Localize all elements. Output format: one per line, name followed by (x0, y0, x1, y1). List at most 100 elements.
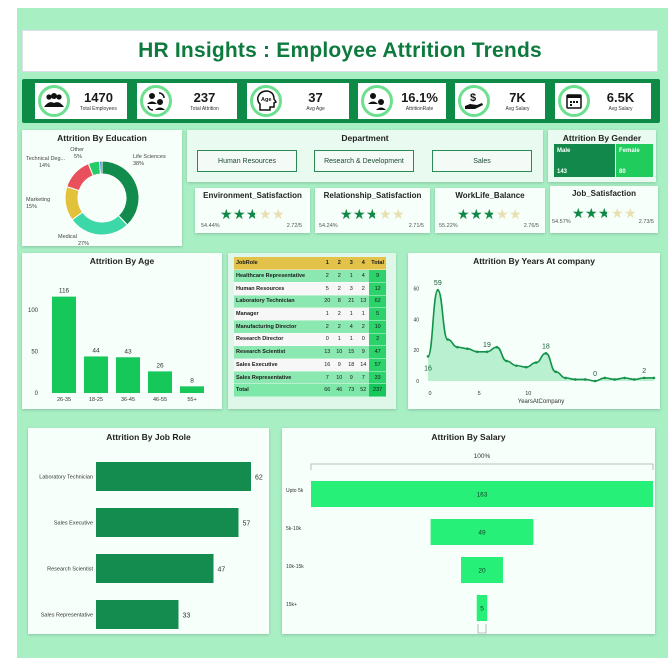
data-point[interactable] (524, 365, 528, 369)
table-row[interactable]: Laboratory Technician 20 8 21 13 62 (234, 295, 386, 309)
data-point[interactable] (436, 288, 440, 292)
age-bar[interactable] (52, 296, 76, 393)
donut-slice[interactable] (101, 160, 140, 226)
star-icon: ★ (379, 206, 392, 222)
data-point[interactable] (554, 370, 558, 374)
bar-value-label: 44 (92, 347, 100, 354)
point-label: 16 (424, 365, 432, 372)
page-title: HR Insights : Employee Attrition Trends (138, 39, 542, 62)
female-label: Female (619, 148, 640, 154)
kpi-label: Avg Salary (505, 105, 530, 112)
data-point[interactable] (574, 378, 577, 381)
funnel-bar[interactable] (461, 557, 503, 583)
jobrole-chart-title: Attrition By Job Role (106, 432, 191, 442)
jobrole-bar[interactable] (96, 600, 179, 629)
data-point[interactable] (515, 364, 518, 367)
data-point[interactable] (613, 378, 616, 381)
table-cell: Manufacturing Director (234, 320, 322, 334)
funnel-bar[interactable] (311, 481, 653, 507)
table-cell: 2 (333, 320, 346, 334)
gender-female-tile[interactable]: Female 80 (616, 144, 653, 177)
department-title: Department (341, 133, 389, 143)
table-cell: 1 (345, 269, 358, 283)
users-icon (38, 85, 70, 117)
table-cell: 52 (357, 383, 370, 398)
data-point[interactable] (564, 376, 567, 380)
table-row[interactable]: Research Scientist 13 10 15 9 47 (234, 345, 386, 359)
calendar-icon (558, 85, 590, 117)
table-header-cell: JobRole (234, 257, 322, 271)
table-cell: 14 (357, 358, 370, 372)
table-row[interactable]: Sales Representative 7 10 9 7 33 (234, 371, 386, 385)
data-point[interactable] (583, 378, 587, 381)
star-fill-icon: ★ (220, 207, 233, 221)
gender-male-tile[interactable]: Male 143 (554, 144, 615, 177)
table-cell: 0 (321, 333, 334, 347)
star-fill-icon: ★ (366, 207, 375, 221)
age-bar[interactable] (180, 386, 204, 393)
data-point[interactable] (475, 350, 479, 354)
data-point[interactable] (446, 338, 449, 341)
table-row[interactable]: Healthcare Representative 2 2 1 4 9 (234, 269, 386, 283)
table-row[interactable]: Manager 1 2 1 1 5 (234, 307, 386, 321)
table-cell: 57 (369, 358, 386, 372)
y-tick-label: 0 (416, 379, 419, 385)
table-row[interactable]: Research Director 0 1 1 0 2 (234, 333, 386, 347)
point-label: 0 (593, 371, 597, 378)
table-cell: 8 (333, 295, 346, 309)
dept-human-resources-button[interactable]: Human Resources (197, 150, 297, 172)
age-bar[interactable] (84, 356, 108, 393)
table-cell: 9 (333, 358, 346, 372)
data-point[interactable] (466, 347, 469, 350)
data-point[interactable] (603, 376, 607, 380)
age-bar[interactable] (148, 371, 172, 393)
data-point[interactable] (495, 345, 499, 349)
table-cell: 1 (357, 307, 370, 321)
funnel-bar[interactable] (430, 519, 534, 545)
data-point[interactable] (642, 376, 646, 380)
data-point[interactable] (426, 355, 430, 358)
table-row[interactable]: Sales Executive 16 9 18 14 57 (234, 358, 386, 372)
kpi-value: 7K (509, 89, 526, 105)
donut-slice[interactable] (99, 160, 103, 175)
data-point[interactable] (456, 345, 459, 349)
sat-max: 2.73/5 (638, 219, 654, 225)
star-icon: ★ (624, 205, 637, 221)
jobrole-chart: 62 Laboratory Technician 57 Sales Executive… (39, 462, 263, 629)
age-bar[interactable] (116, 357, 140, 393)
funnel-bar[interactable] (476, 595, 488, 621)
dept-sales-button[interactable]: Sales (432, 150, 532, 172)
table-cell: 12 (369, 282, 386, 296)
table-row[interactable]: Manufacturing Director 2 2 4 2 10 (234, 320, 386, 334)
table-cell: 237 (369, 383, 386, 398)
donut-slice[interactable] (66, 162, 94, 192)
table-cell: Human Resources (234, 282, 322, 296)
y-tick-label: 60 (413, 287, 419, 293)
data-point[interactable] (505, 359, 508, 363)
table-cell: 46 (333, 383, 346, 398)
table-row[interactable]: Human Resources 5 2 3 2 12 (234, 282, 386, 296)
bar-value-label: 33 (183, 613, 191, 620)
data-point[interactable] (593, 379, 597, 383)
bar-value-label: 8 (190, 377, 194, 384)
table-row[interactable]: Total 66 46 73 52 237 (234, 383, 386, 398)
table-header-cell: 3 (345, 257, 358, 271)
data-point[interactable] (534, 361, 538, 364)
table-cell: 2 (333, 307, 346, 321)
data-point[interactable] (623, 376, 626, 380)
sat-min: 54.24% (319, 223, 338, 229)
table-cell: 2 (333, 282, 346, 296)
data-point[interactable] (485, 350, 489, 354)
donut-slice[interactable] (71, 211, 129, 236)
data-point[interactable] (544, 352, 548, 355)
jobrole-bar[interactable] (96, 508, 239, 537)
dept-research-development-button[interactable]: Research & Development (314, 150, 414, 172)
jobrole-bar[interactable] (96, 554, 214, 583)
bar-value-label: 57 (243, 521, 251, 528)
category-label: 5k-10k (286, 526, 302, 532)
donut-percent: 5% (74, 154, 82, 160)
x-tick-label: 0 (428, 391, 431, 397)
jobrole-bar[interactable] (96, 462, 251, 491)
data-point[interactable] (633, 378, 636, 381)
data-point[interactable] (652, 376, 656, 380)
